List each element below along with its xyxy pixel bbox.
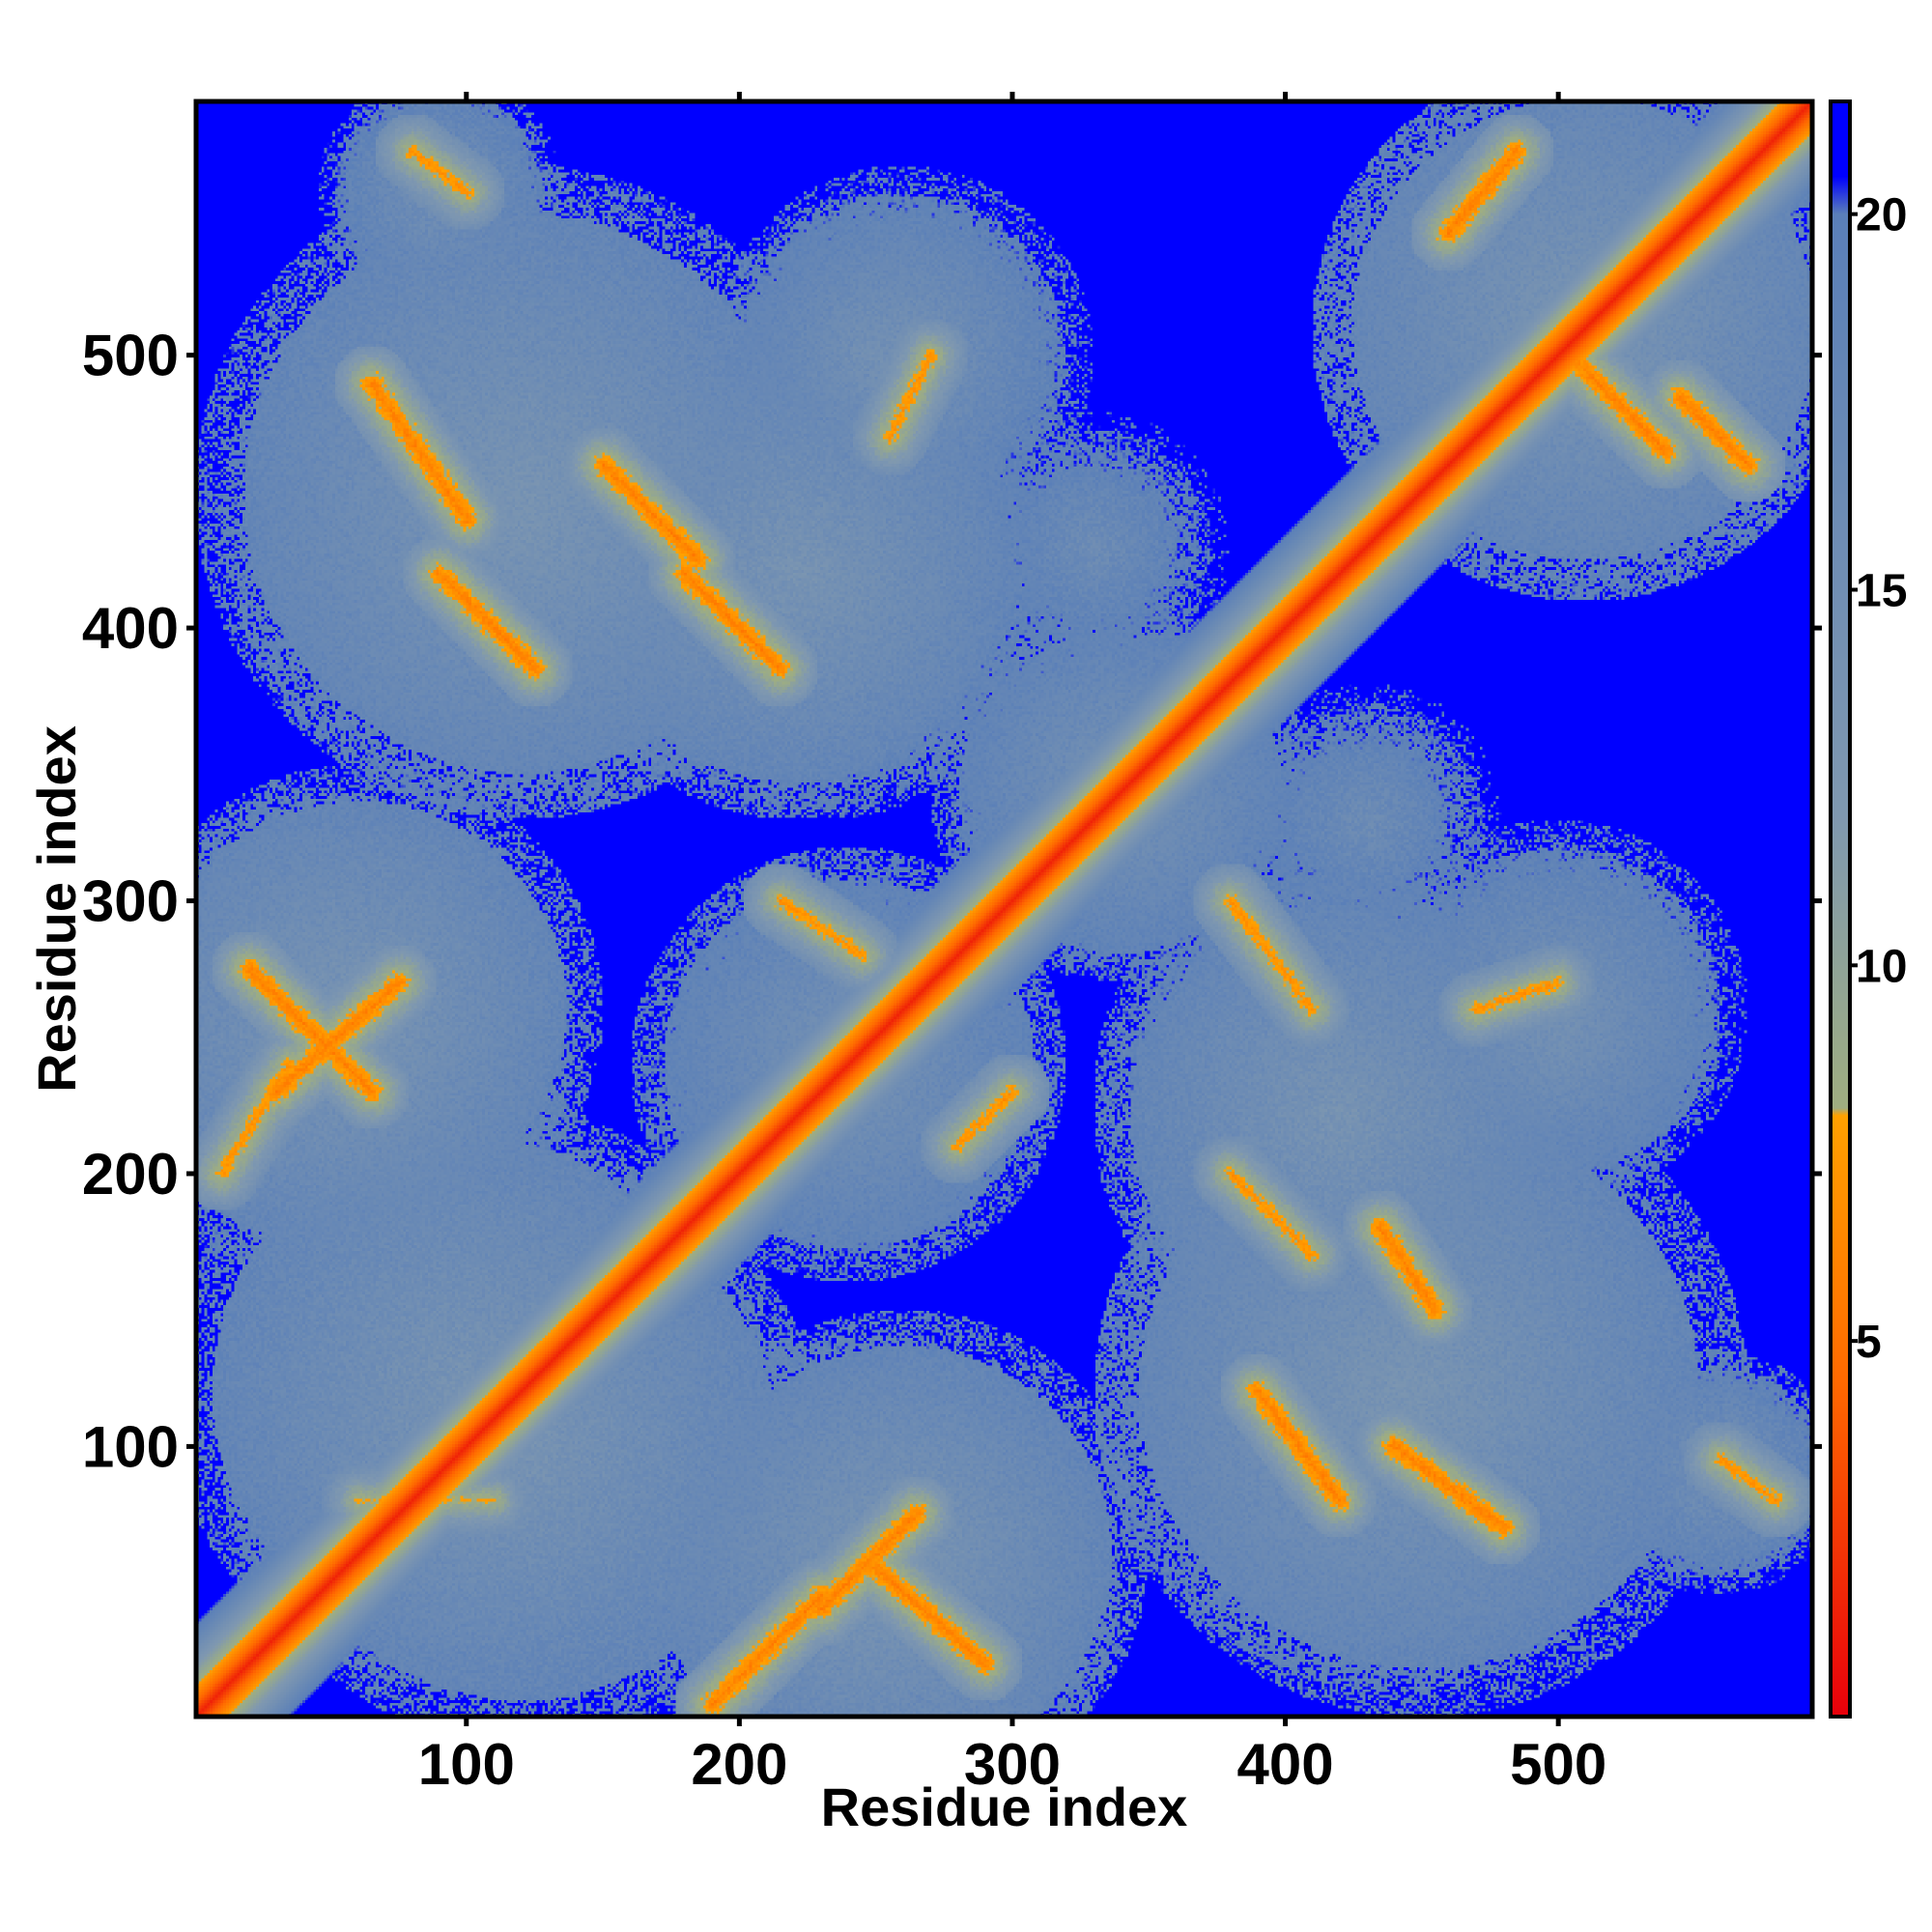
heatmap (196, 101, 1812, 1717)
x-tick-label: 400 (1237, 1732, 1334, 1797)
x-tick-label: 200 (691, 1732, 787, 1797)
colorbar: 5 10 15 20 (1829, 99, 1907, 1719)
y-tick-label: 400 (82, 596, 179, 661)
y-tick-label: 200 (82, 1142, 179, 1207)
x-axis-title: Residue index (821, 1776, 1188, 1837)
x-tick-label: 300 (964, 1732, 1061, 1797)
colorbar-tick-label: 10 (1856, 941, 1907, 992)
x-tick-label: 500 (1510, 1732, 1606, 1797)
plot-frame (193, 99, 1815, 1719)
colorbar-tick-label: 15 (1856, 565, 1907, 616)
y-axis: 100 200 300 400 500 (82, 324, 1822, 1479)
y-tick-label: 100 (82, 1414, 179, 1479)
y-axis-title: Residue index (26, 725, 87, 1093)
y-tick-label: 300 (82, 869, 179, 934)
y-tick-label: 500 (82, 324, 179, 388)
x-axis: 100 200 300 400 500 (418, 92, 1606, 1797)
colorbar-tick-label: 20 (1856, 190, 1907, 242)
heatmap-image (196, 101, 1812, 1717)
colorbar-ticks: 5 10 15 20 (1850, 190, 1907, 1368)
x-tick-label: 100 (418, 1732, 515, 1797)
colorbar-tick-label: 5 (1856, 1317, 1882, 1368)
colorbar-scale (1829, 99, 1852, 1719)
